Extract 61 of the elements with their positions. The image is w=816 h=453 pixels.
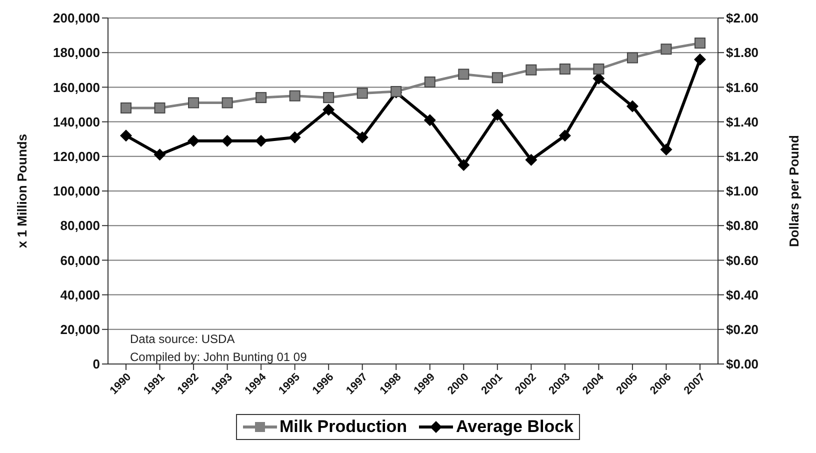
point xyxy=(660,44,672,55)
y2-tick-label: $0.20 xyxy=(726,322,759,338)
point xyxy=(424,114,436,126)
point xyxy=(188,134,200,147)
y-tick-label: 20,000 xyxy=(60,322,100,338)
point xyxy=(221,134,234,147)
point xyxy=(558,130,571,142)
annotation: Data source: USDA xyxy=(130,331,236,348)
point xyxy=(626,52,638,64)
legend-label: Average Block xyxy=(455,417,574,437)
annotation: Compiled by: John Bunting 01 09 xyxy=(130,349,307,366)
y2-tick-label: $1.00 xyxy=(726,184,759,199)
point xyxy=(660,143,672,156)
point xyxy=(256,92,267,104)
point xyxy=(154,102,166,114)
point xyxy=(694,54,706,66)
y-tick-label: 100,000 xyxy=(53,184,100,199)
y-tick-label: 0 xyxy=(92,356,100,372)
y2-tick-label: $1.40 xyxy=(726,114,759,130)
y-tick-label: 40,000 xyxy=(60,287,100,302)
point xyxy=(289,90,300,102)
point xyxy=(255,134,268,147)
point xyxy=(492,72,503,84)
y2-tick-label: $1.60 xyxy=(726,80,759,95)
y2-axis-title: Dollars per Pound xyxy=(786,134,802,247)
point xyxy=(694,38,706,49)
point xyxy=(458,68,470,80)
y2-tick-label: $0.00 xyxy=(726,356,759,372)
y-tick-label: 80,000 xyxy=(60,218,100,234)
point xyxy=(356,88,368,99)
point xyxy=(323,92,334,104)
point xyxy=(120,102,132,114)
y-tick-label: 140,000 xyxy=(53,114,100,130)
point xyxy=(593,64,604,75)
point xyxy=(491,108,504,121)
y2-tick-label: $0.40 xyxy=(726,287,759,302)
y2-tick-label: $0.80 xyxy=(726,218,759,234)
y2-tick-label: $1.80 xyxy=(726,45,759,60)
y2-tick-label: $1.20 xyxy=(726,149,759,164)
y-tick-label: 60,000 xyxy=(60,252,100,268)
point xyxy=(458,159,470,172)
point xyxy=(626,100,638,112)
y2-tick-label: $0.60 xyxy=(726,252,759,268)
point xyxy=(356,131,368,144)
y-tick-label: 200,000 xyxy=(53,10,100,26)
point xyxy=(120,130,132,142)
point xyxy=(322,104,335,116)
y-tick-label: 120,000 xyxy=(53,149,100,164)
point xyxy=(526,64,537,76)
y-tick-label: 160,000 xyxy=(53,80,100,95)
y-tick-label: 180,000 xyxy=(53,45,100,60)
point xyxy=(154,148,166,161)
point xyxy=(559,64,570,75)
point xyxy=(424,76,436,88)
y-axis-title: x 1 Million Pounds xyxy=(14,134,30,248)
legend-label: Milk Production xyxy=(278,417,407,437)
point xyxy=(525,154,538,166)
point xyxy=(222,97,233,108)
point xyxy=(188,97,200,108)
y2-tick-label: $2.00 xyxy=(726,10,759,26)
point xyxy=(288,131,301,144)
